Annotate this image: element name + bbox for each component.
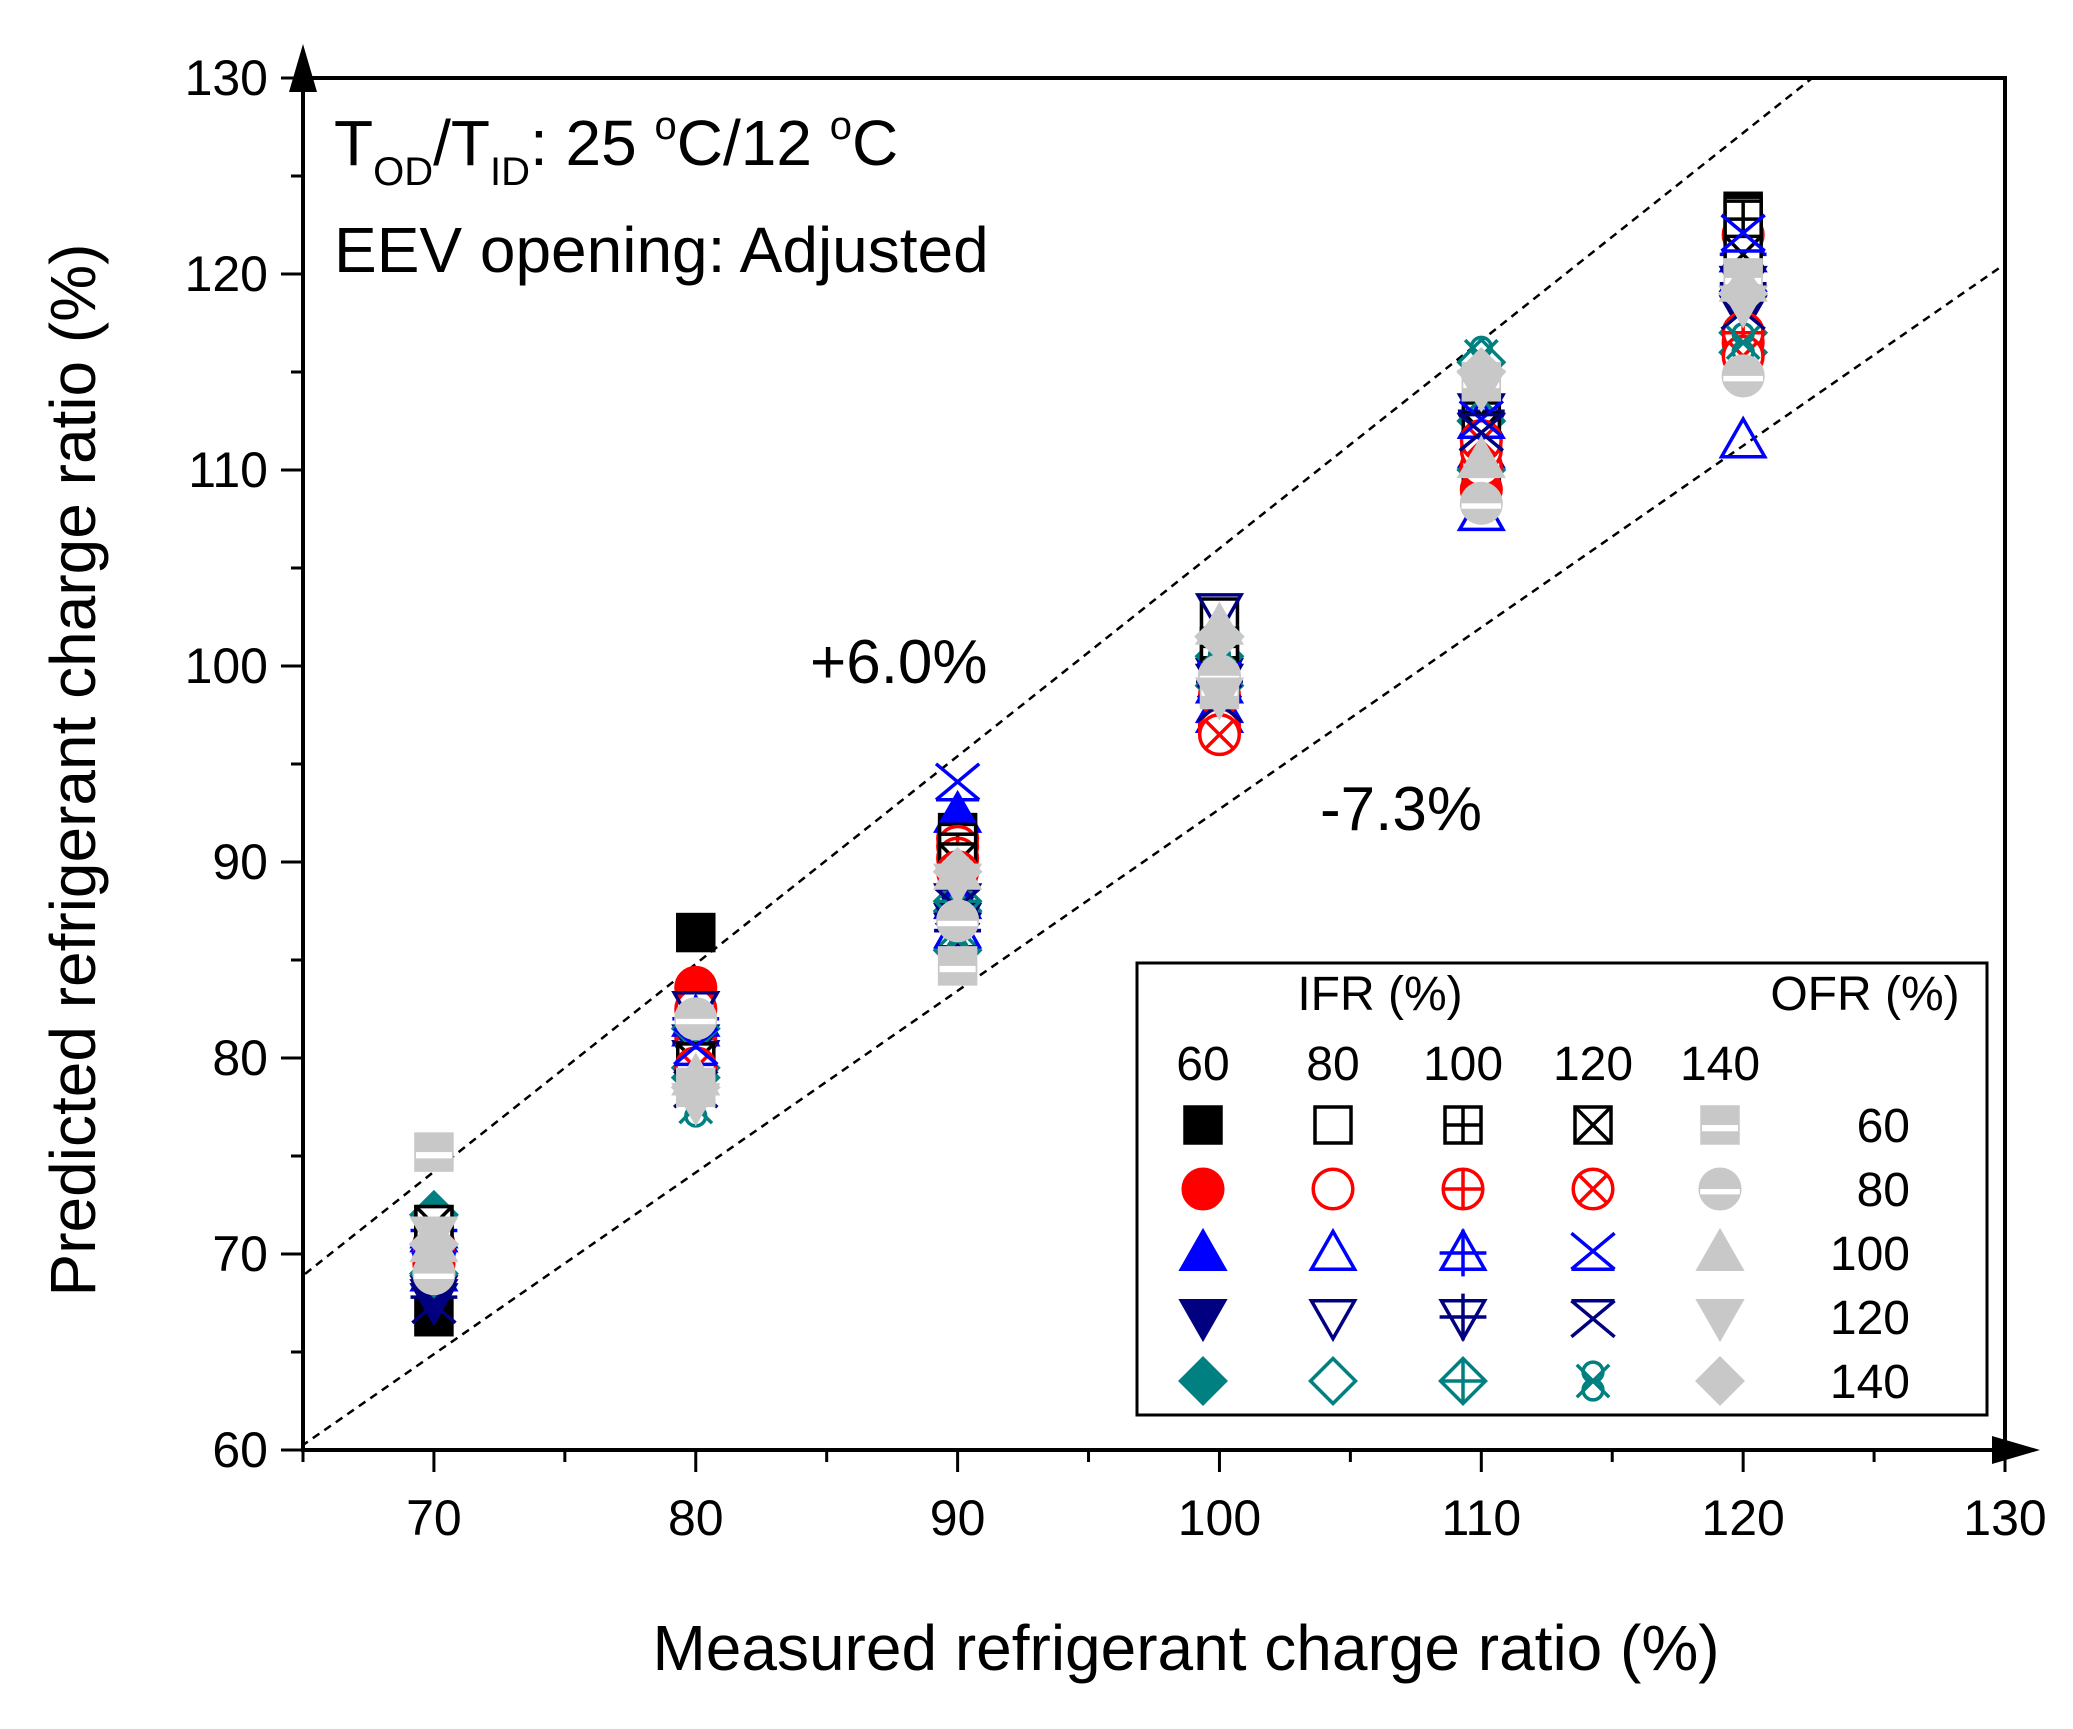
legend-marker-ifr60-ofr140: [1178, 1356, 1228, 1406]
data-point-ifr140-ofr80: [674, 997, 718, 1041]
legend-ofr-label: 100: [1830, 1228, 1910, 1281]
legend-marker-ifr60-ofr60: [1183, 1105, 1223, 1145]
y-axis-title: Predicted refrigerant charge ratio (%): [37, 244, 109, 1297]
legend-ifr-label: 100: [1423, 1038, 1503, 1091]
x-tick-label: 80: [668, 1490, 724, 1546]
x-tick-label: 90: [930, 1490, 986, 1546]
data-point-ifr80-ofr120: [1194, 593, 1245, 637]
legend-marker-ifr100-ofr80: [1441, 1167, 1485, 1211]
legend-marker-ifr60-ofr100: [1178, 1227, 1228, 1271]
data-point-ifr120-ofr80: [1197, 713, 1242, 757]
x-tick-label: 100: [1178, 1490, 1261, 1546]
legend-ifr-label: 140: [1680, 1038, 1760, 1091]
legend-marker-ifr140-ofr60: [1700, 1105, 1740, 1145]
upper-bound-line: [303, 78, 1815, 1278]
data-point-ifr120-ofr120: [1458, 412, 1505, 452]
data-point-ifr140-ofr140: [1194, 611, 1245, 662]
data-point-ifr140-ofr140: [932, 846, 983, 897]
data-point-ifr140-ofr140: [670, 1062, 721, 1113]
legend-marker-ifr100-ofr100: [1438, 1227, 1488, 1277]
data-point-ifr140-ofr80: [1721, 354, 1765, 398]
legend-ifr-label: 120: [1553, 1038, 1633, 1091]
y-tick-label: 80: [212, 1030, 268, 1086]
data-point-ifr140-ofr140: [408, 1219, 459, 1270]
data-point-ifr140-ofr140: [1456, 347, 1507, 397]
y-axis-arrow: [289, 44, 317, 92]
legend-ofr-label: 140: [1830, 1356, 1910, 1409]
y-tick-label: 60: [212, 1422, 268, 1478]
data-point-ifr140-ofr60: [414, 1132, 454, 1172]
legend-marker-ifr80-ofr120: [1308, 1299, 1358, 1343]
legend-ofr-header: OFR (%): [1770, 968, 1959, 1021]
x-tick-label: 110: [1441, 1490, 1521, 1546]
legend-ifr-label: 60: [1176, 1038, 1229, 1091]
legend-marker-ifr120-ofr100: [1570, 1231, 1616, 1271]
x-tick-label: 70: [406, 1490, 462, 1546]
condition-temperature: TOD/TID: 25 oC/12 oC: [334, 104, 898, 194]
legend-ofr-label: 80: [1857, 1164, 1910, 1217]
x-axis-title: Measured refrigerant charge ratio (%): [652, 1612, 1719, 1684]
y-tick-label: 130: [185, 50, 268, 106]
legend-marker-ifr80-ofr60: [1313, 1105, 1353, 1145]
data-point-ifr140-ofr140: [1718, 268, 1769, 319]
data-point-ifr140-ofr80: [1459, 481, 1503, 525]
legend-marker-ifr60-ofr80: [1181, 1167, 1225, 1211]
y-tick-label: 90: [212, 834, 268, 890]
data-point-ifr140-ofr120: [1194, 677, 1245, 721]
data-point-ifr100-ofr60: [1723, 199, 1763, 239]
legend-marker-ifr120-ofr80: [1571, 1167, 1615, 1211]
y-tick-label: 110: [188, 442, 268, 498]
data-point-ifr120-ofr100: [1720, 213, 1766, 253]
legend-marker-ifr100-ofr60: [1443, 1105, 1483, 1145]
legend-marker-ifr140-ofr120: [1695, 1299, 1745, 1343]
data-point-ifr120-ofr100: [934, 762, 981, 802]
legend-marker-ifr100-ofr120: [1438, 1293, 1488, 1343]
data-point-ifr140-ofr80: [936, 899, 980, 943]
legend-marker-ifr140-ofr100: [1695, 1227, 1745, 1271]
legend-ifr-header: IFR (%): [1297, 968, 1462, 1021]
legend-ofr-label: 120: [1830, 1292, 1910, 1345]
y-tick-label: 70: [212, 1226, 268, 1282]
y-tick-label: 100: [185, 638, 268, 694]
legend-marker-ifr80-ofr140: [1308, 1356, 1358, 1406]
data-point-ifr140-ofr100: [1456, 435, 1506, 479]
legend-ofr-label: 60: [1857, 1100, 1910, 1153]
legend-marker-ifr140-ofr80: [1698, 1167, 1742, 1211]
legend-marker-ifr120-ofr120: [1570, 1299, 1616, 1339]
upper-bound-label: +6.0%: [810, 628, 988, 697]
y-tick-label: 120: [185, 246, 268, 302]
data-point-ifr80-ofr100: [1718, 415, 1768, 459]
lower-bound-label: -7.3%: [1320, 775, 1482, 844]
data-point-ifr140-ofr60: [937, 946, 978, 986]
legend-marker-ifr80-ofr100: [1308, 1227, 1358, 1271]
legend: IFR (%) OFR (%) 60 80 100 120 140 60 80 100 120…: [1135, 961, 1989, 1417]
x-tick-label: 130: [1963, 1490, 2046, 1546]
x-tick-label: 120: [1701, 1490, 1784, 1546]
legend-marker-ifr60-ofr120: [1178, 1299, 1228, 1343]
legend-marker-ifr140-ofr140: [1695, 1356, 1745, 1406]
legend-marker-ifr120-ofr140: [1575, 1360, 1611, 1402]
legend-marker-ifr100-ofr140: [1438, 1356, 1488, 1406]
legend-ifr-label: 80: [1306, 1038, 1359, 1091]
legend-marker-ifr120-ofr60: [1573, 1105, 1613, 1145]
condition-eev-opening: EEV opening: Adjusted: [334, 214, 989, 286]
x-axis-arrow: [1992, 1436, 2040, 1464]
data-point-ifr60-ofr60: [676, 912, 716, 953]
legend-marker-ifr80-ofr80: [1311, 1167, 1355, 1211]
legend-box: [1135, 961, 1989, 1417]
